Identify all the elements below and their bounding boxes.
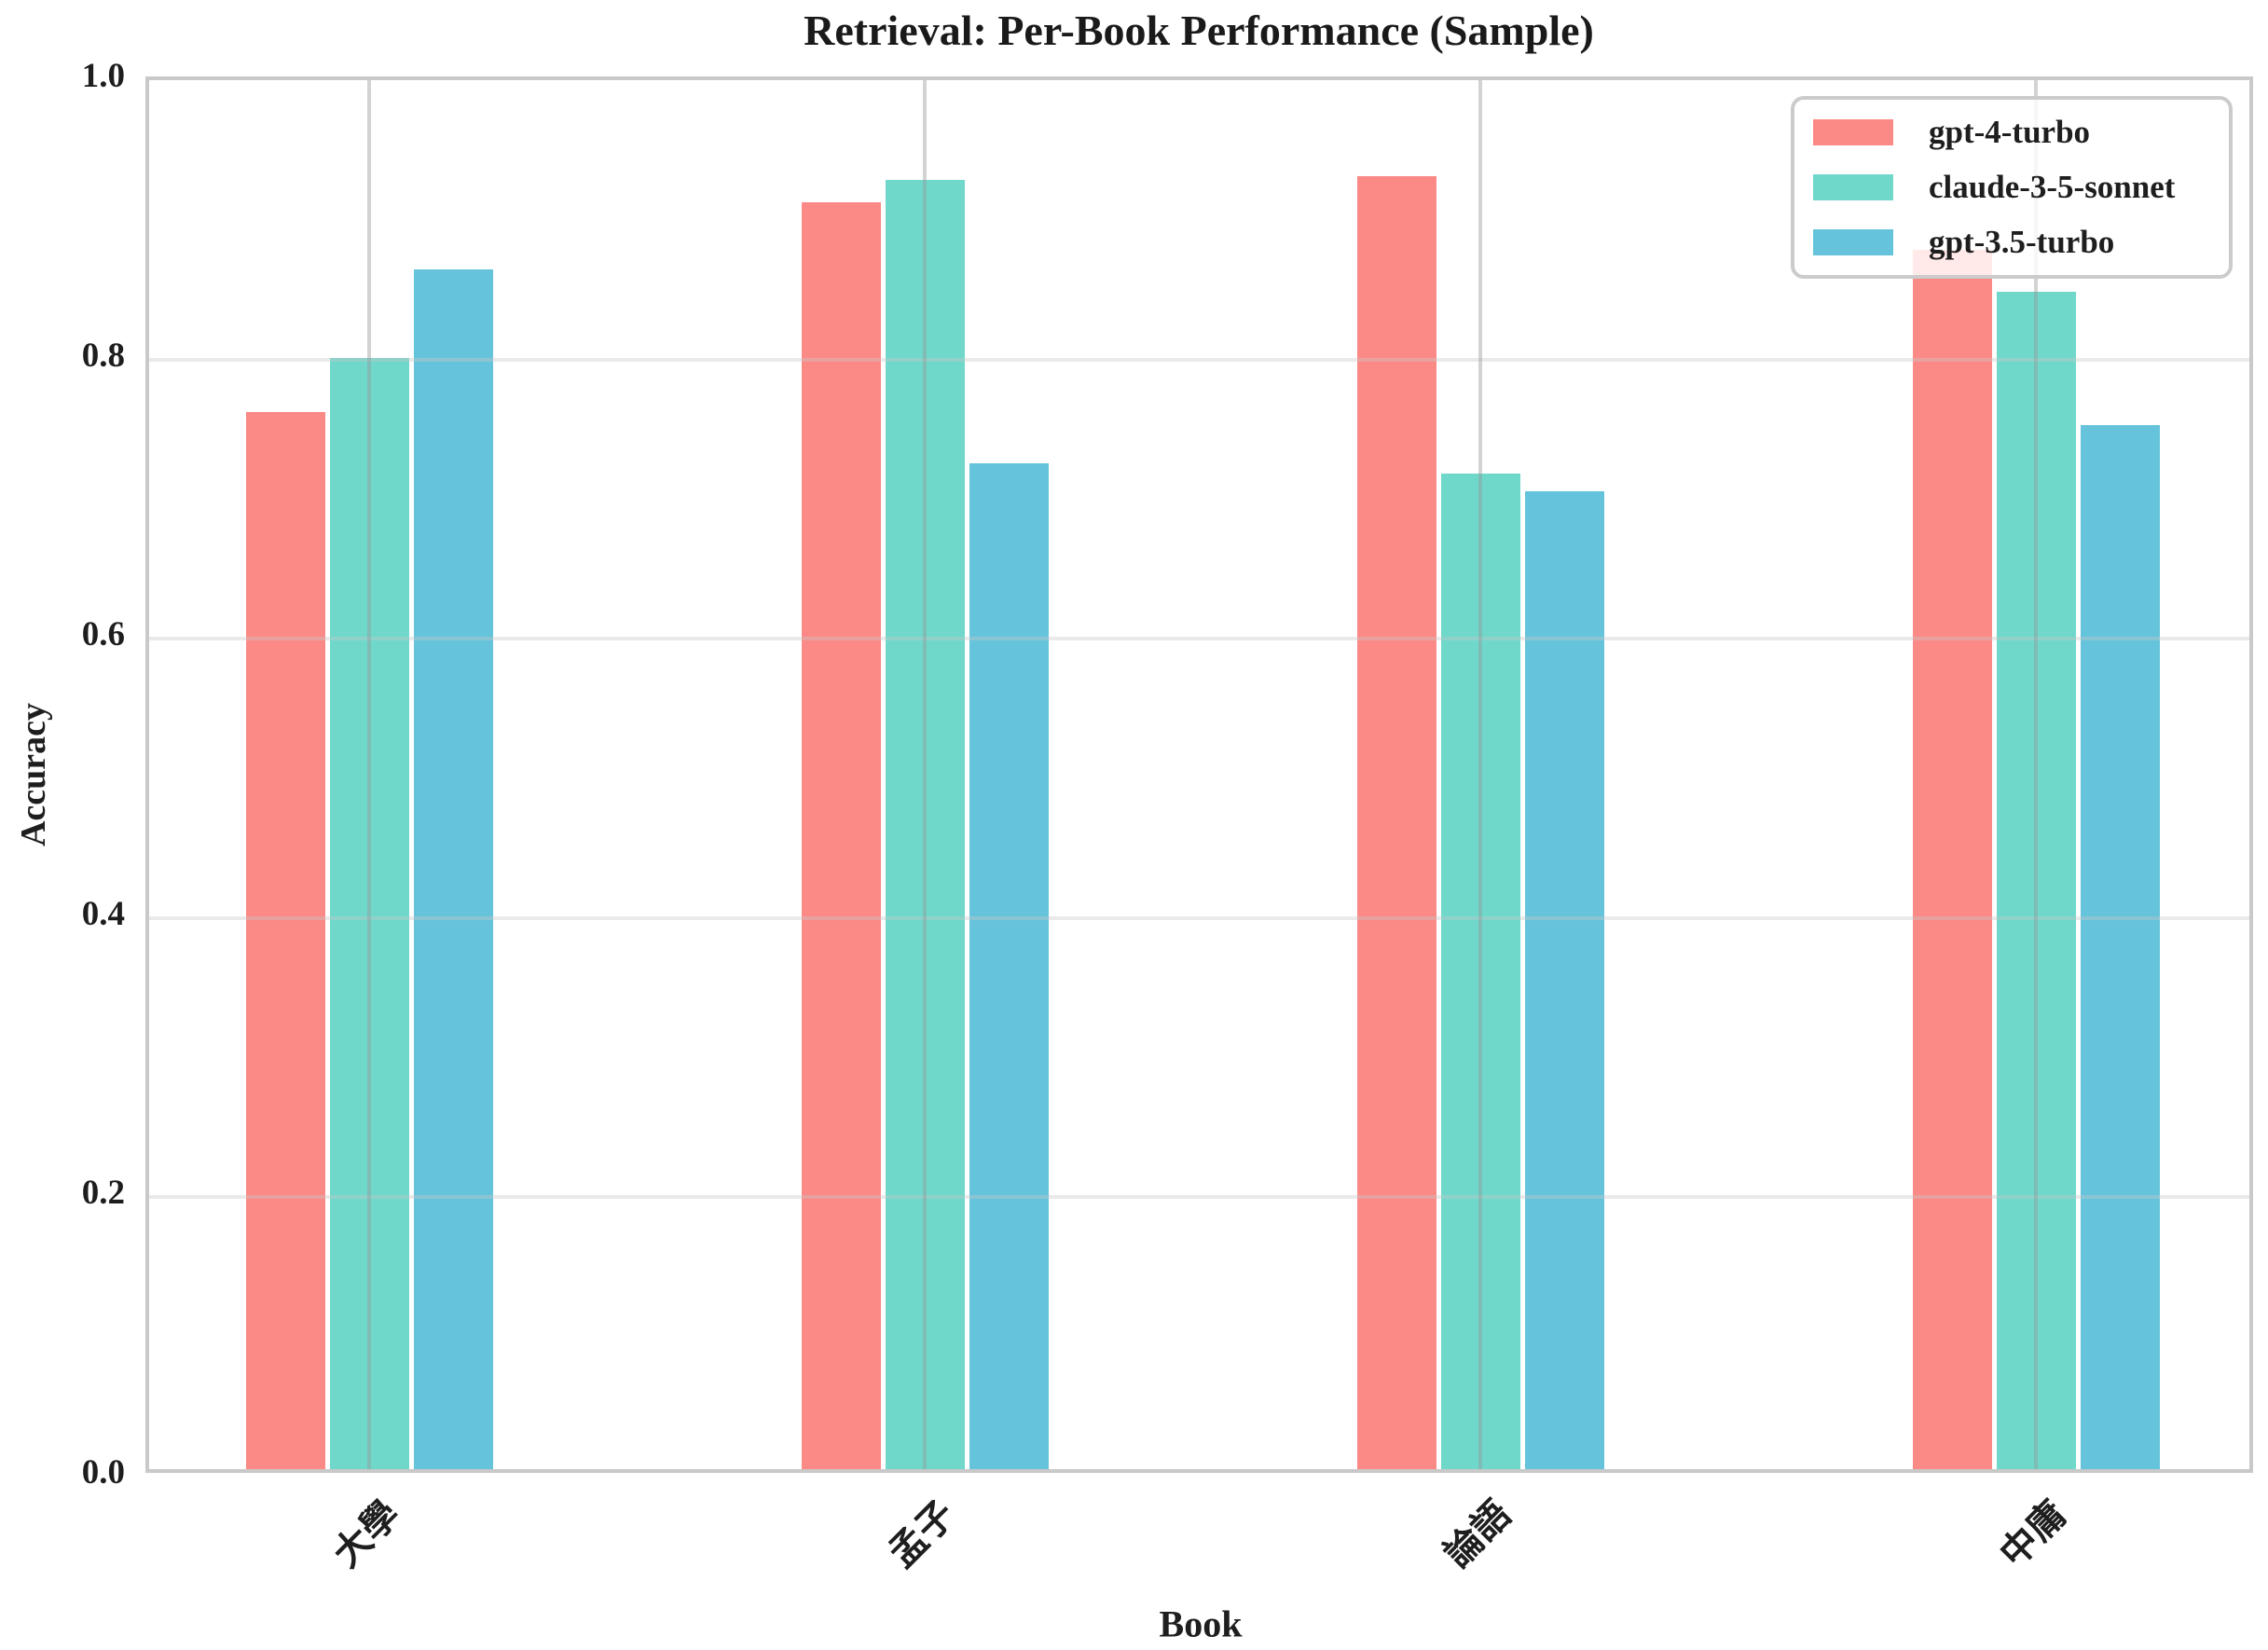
- x-gridline: [923, 80, 928, 1469]
- legend-label: gpt-3.5-turbo: [1929, 224, 2115, 260]
- legend-label: claude-3-5-sonnet: [1929, 169, 2176, 205]
- y-axis-label: Accuracy: [14, 702, 53, 847]
- bar-gpt-4-turbo-大學: [245, 412, 325, 1469]
- y-gridline: [149, 1195, 2249, 1200]
- legend-label: gpt-4-turbo: [1929, 114, 2091, 150]
- y-tick-label: 0.0: [81, 1453, 125, 1492]
- y-tick-label: 0.2: [81, 1174, 125, 1213]
- x-gridline: [2034, 80, 2039, 1469]
- x-tick-label: 論語: [1436, 1492, 1519, 1575]
- bar-claude-3-5-sonnet-大學: [329, 357, 409, 1469]
- bar-gpt-3.5-turbo-中庸: [2080, 424, 2160, 1469]
- y-tick-label: 0.8: [81, 336, 125, 375]
- x-gridline: [1478, 80, 1483, 1469]
- bar-gpt-4-turbo-孟子: [801, 202, 881, 1469]
- legend-item-gpt-3.5-turbo: gpt-3.5-turbo: [1813, 221, 2220, 264]
- x-axis-label: Book: [1159, 1602, 1243, 1645]
- y-gridline: [149, 357, 2249, 362]
- legend-swatch-icon: [1813, 119, 1893, 145]
- chart-title: Retrieval: Per-Book Performance (Sample): [804, 7, 1594, 54]
- legend-item-gpt-4-turbo: gpt-4-turbo: [1813, 111, 2220, 154]
- bar-claude-3-5-sonnet-論語: [1440, 473, 1520, 1469]
- bar-claude-3-5-sonnet-孟子: [885, 180, 965, 1469]
- bar-gpt-4-turbo-論語: [1356, 175, 1436, 1469]
- legend-item-claude-3-5-sonnet: claude-3-5-sonnet: [1813, 166, 2220, 209]
- y-tick-label: 0.6: [81, 615, 125, 654]
- legend: gpt-4-turbo claude-3-5-sonnet gpt-3.5-turb…: [1791, 96, 2233, 279]
- y-tick-label: 1.0: [81, 57, 125, 95]
- bar-gpt-4-turbo-中庸: [1912, 250, 1992, 1469]
- bar-gpt-3.5-turbo-孟子: [969, 463, 1049, 1469]
- x-tick-label: 大學: [324, 1492, 408, 1575]
- x-tick-label: 中庸: [1991, 1492, 2075, 1575]
- x-gridline: [367, 80, 372, 1469]
- plot-area: [145, 76, 2253, 1473]
- legend-swatch-icon: [1813, 229, 1893, 255]
- y-gridline: [149, 915, 2249, 920]
- y-gridline: [149, 637, 2249, 641]
- y-tick-label: 0.4: [81, 894, 125, 933]
- bar-gpt-3.5-turbo-大學: [413, 269, 493, 1469]
- bar-gpt-3.5-turbo-論語: [1524, 491, 1604, 1469]
- x-tick-label: 孟子: [880, 1492, 964, 1575]
- legend-swatch-icon: [1813, 174, 1893, 200]
- bar-claude-3-5-sonnet-中庸: [1996, 292, 2076, 1469]
